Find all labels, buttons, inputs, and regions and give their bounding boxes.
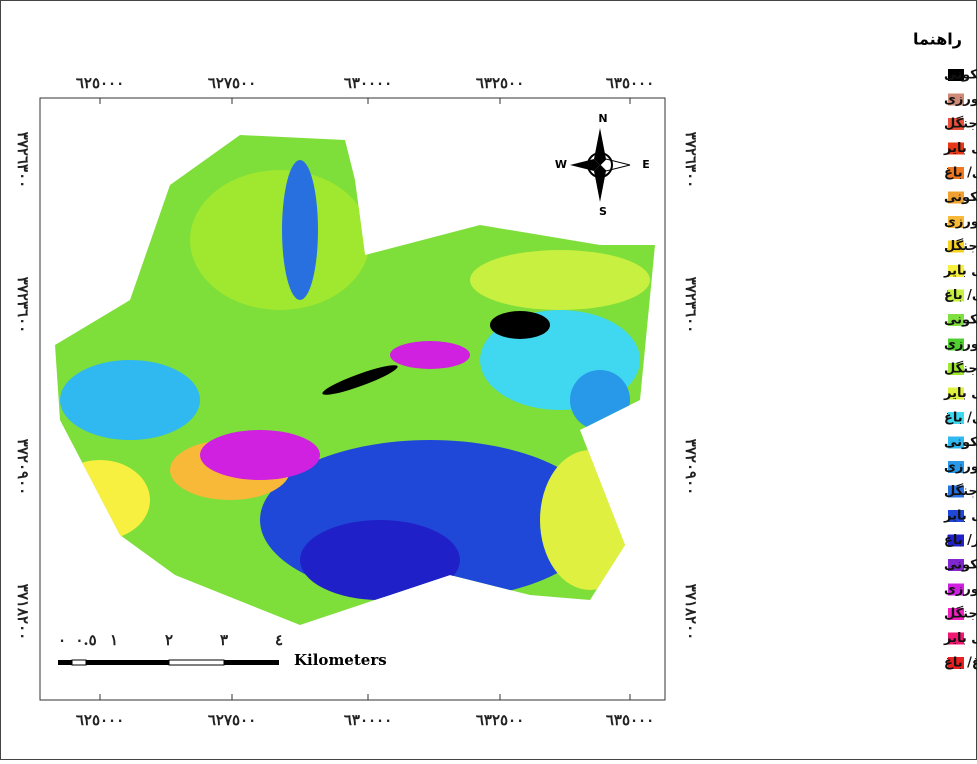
legend-label: جنگل/ کشاورزی — [944, 336, 977, 352]
legend-swatch — [948, 608, 964, 620]
scale-label: ٠.٥ — [75, 631, 96, 649]
legend-label: جنگل/ باغ — [944, 410, 977, 426]
legend-swatch — [948, 436, 964, 449]
scale-label: ٣ — [220, 631, 228, 649]
legend-label: اراضی مسکونی/ کشاورزی — [944, 92, 977, 107]
legend-swatch — [948, 657, 964, 669]
scale-label: ١ — [110, 631, 118, 649]
legend-label: اراضی مسکونی/اراضی مسکونی — [944, 68, 977, 83]
easting-label: ٦٢٥٠٠٠ — [76, 711, 124, 729]
legend-swatch — [948, 240, 964, 253]
legend-label: باغ/ اراضی مسکونی — [944, 558, 977, 573]
northing-label: ٣٧٢٦٣٠٠ — [682, 132, 700, 188]
legend-label: کشاورزی/ اراضی مسکونی — [944, 190, 977, 205]
legend-swatch — [948, 167, 964, 179]
legend-swatch — [948, 485, 964, 498]
legend-swatch — [948, 142, 964, 155]
easting-label: ٦٣٢٥٠٠ — [476, 711, 524, 729]
easting-label: ٦٣٢٥٠٠ — [476, 74, 524, 92]
legend-label: اراضی بایر/ اراضی مسکونی — [944, 435, 977, 450]
northing-label: ٣٧١٨٢٠٠ — [682, 584, 700, 640]
legend-label: اراضی بایر/ کشاورزی — [944, 460, 977, 475]
compass-w: W — [555, 158, 567, 171]
legend-swatch — [948, 338, 964, 351]
northing-label: ٣٧٢٠٩٠٠ — [682, 439, 700, 495]
legend-label: کشاورزی/ اراضی بایر — [943, 264, 977, 279]
easting-label: ٦٢٥٠٠٠ — [76, 74, 124, 92]
scale-label: ٠ — [58, 631, 66, 649]
legend-label: باغ/ جنگل — [944, 606, 977, 622]
legend-swatch — [948, 314, 964, 326]
legend-swatch — [948, 265, 964, 277]
legend-swatch — [948, 289, 964, 302]
legend-label: کشاورزی/ باغ — [944, 288, 977, 303]
legend-label: باغ/ اراضی بایر — [943, 631, 977, 646]
compass-n: N — [598, 112, 607, 125]
legend-label: اراضی بایر/ باغ — [944, 533, 977, 548]
legend-swatch — [948, 93, 964, 106]
easting-label: ٦٢٧٥٠٠ — [208, 711, 256, 729]
legend-label: اراضی بایر/ جنگل — [944, 483, 977, 499]
legend-label: کشاورزی/ کشاورزی — [944, 215, 977, 230]
north-arrow: N S W E — [555, 112, 650, 218]
northing-label: ٣٧٢٠٩٠٠ — [14, 439, 32, 495]
legend-swatch — [948, 510, 964, 522]
northing-label: ٣٧٢٦٣٠٠ — [14, 132, 32, 188]
legend-swatch — [948, 363, 964, 375]
easting-label: ٦٢٧٥٠٠ — [208, 74, 256, 92]
generated: اراضی مسکونی/اراضی مسکونی اراضی مسکونی/ ک… — [14, 68, 977, 730]
legend-swatch — [948, 412, 964, 424]
legend-swatch — [948, 69, 964, 81]
legend-label: اراضی مسکونی/ اراضی بایر — [943, 141, 977, 156]
legend-label: باغ/ باغ — [944, 656, 977, 671]
legend-swatch — [948, 387, 964, 400]
scale-unit: Kilometers — [294, 651, 387, 669]
legend-swatch — [948, 216, 964, 228]
legend-label: جنگل/ جنگل — [944, 361, 977, 377]
legend-label: اراضی مسکونی/ جنگل — [944, 116, 977, 132]
legend-title: راهنما — [913, 30, 962, 49]
compass-s: S — [599, 205, 607, 218]
legend-swatch — [948, 534, 964, 547]
scale-bar: Kilometers — [58, 651, 387, 669]
legend-swatch — [948, 461, 964, 473]
legend-label: جنگل/ اراضی بایر — [943, 385, 977, 401]
northing-label: ٣٧٢٣٦٠٠ — [14, 277, 32, 333]
legend-label: جنگل/ اراضی مسکونی — [944, 312, 977, 328]
northing-label: ٣٧١٨٢٠٠ — [14, 584, 32, 640]
legend-label: کشاورزی/ جنگل — [944, 238, 977, 254]
legend-swatch — [948, 559, 964, 571]
scale-label: ٤ — [275, 631, 283, 649]
compass-e: E — [642, 158, 650, 171]
scale-label: ٢ — [165, 631, 173, 649]
easting-label: ٦٣٥٠٠٠ — [606, 711, 654, 729]
easting-label: ٦٣٠٠٠٠ — [344, 711, 392, 729]
legend-swatch — [948, 583, 964, 596]
legend-label: اراضی بایر/ اراضی بایر — [943, 509, 977, 524]
northing-label: ٣٧٢٣٦٠٠ — [682, 277, 700, 333]
easting-label: ٦٣٠٠٠٠ — [344, 74, 392, 92]
legend-label: باغ/ کشاورزی — [944, 582, 977, 597]
legend-swatch — [948, 632, 964, 645]
easting-label: ٦٣٥٠٠٠ — [606, 74, 654, 92]
legend-swatch — [948, 118, 964, 130]
legend-label: اراضی مسکونی/ باغ — [944, 166, 977, 181]
legend-swatch — [948, 191, 964, 204]
